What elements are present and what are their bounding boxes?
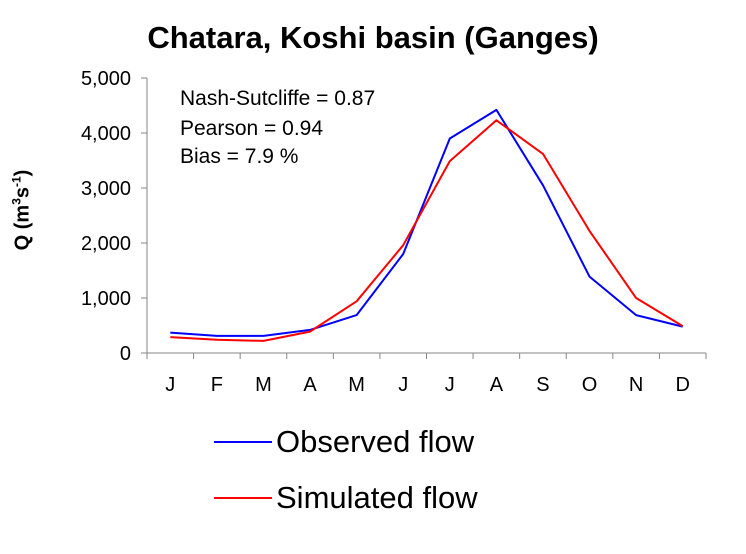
y-tick-label: 4,000 bbox=[81, 123, 131, 145]
x-tick-label: S bbox=[536, 374, 549, 396]
legend-label-simulated: Simulated flow bbox=[276, 480, 478, 515]
x-tick-label: M bbox=[348, 374, 365, 396]
x-tick-label: N bbox=[629, 374, 643, 396]
legend-swatch-observed bbox=[214, 441, 272, 443]
x-tick-label: J bbox=[398, 374, 408, 396]
y-tick-label: 5,000 bbox=[81, 68, 131, 90]
y-axis-label: Q (m3s-1) bbox=[9, 169, 34, 251]
legend-item-observed: Observed flow bbox=[214, 422, 474, 462]
x-tick-label: O bbox=[582, 374, 598, 396]
x-tick-label: A bbox=[490, 374, 504, 396]
x-tick-label: A bbox=[303, 374, 317, 396]
series-line-observed bbox=[170, 108, 683, 337]
x-tick-label: J bbox=[445, 374, 455, 396]
x-tick-label: M bbox=[255, 374, 272, 396]
x-tick-label: J bbox=[165, 374, 175, 396]
legend-item-simulated: Simulated flow bbox=[214, 478, 478, 518]
chart-title: Chatara, Koshi basin (Ganges) bbox=[147, 20, 599, 55]
legend-swatch-simulated bbox=[214, 497, 272, 499]
bias-annotation: Bias = 7.9 % bbox=[180, 145, 299, 168]
y-tick-label: 1,000 bbox=[81, 288, 131, 310]
pearson-annotation: Pearson = 0.94 bbox=[180, 117, 324, 140]
y-tick-label: 0 bbox=[120, 343, 131, 365]
x-tick-label: D bbox=[675, 374, 689, 396]
series-line-simulated bbox=[170, 119, 684, 342]
x-tick-label: F bbox=[211, 374, 223, 396]
y-tick-label: 3,000 bbox=[81, 178, 131, 200]
legend-label-observed: Observed flow bbox=[276, 424, 475, 459]
y-tick-label: 2,000 bbox=[81, 233, 131, 255]
nash-sutcliffe-annotation: Nash-Sutcliffe = 0.87 bbox=[180, 87, 376, 110]
